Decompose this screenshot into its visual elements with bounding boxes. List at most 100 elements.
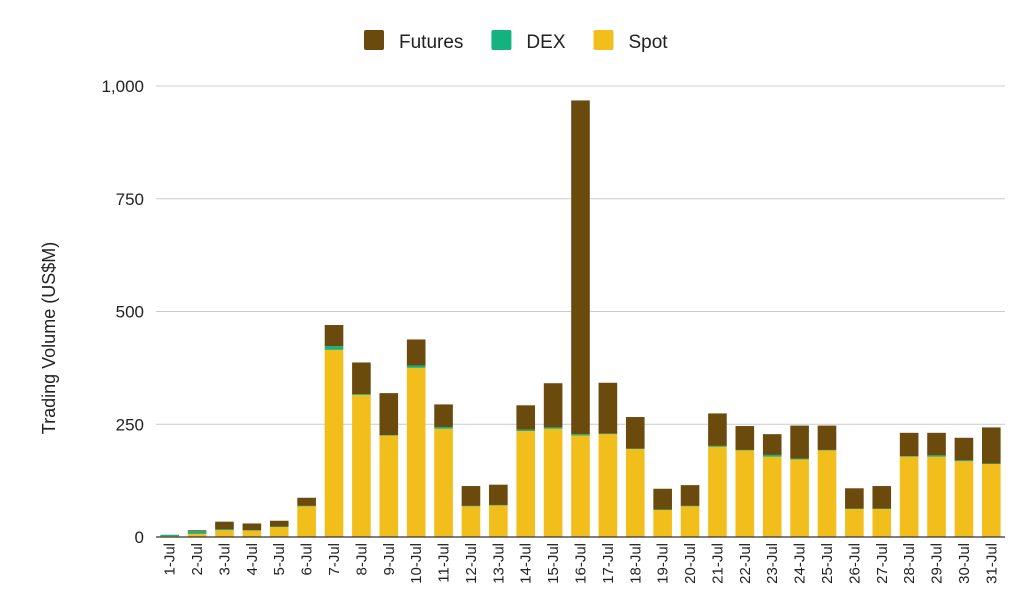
bar-futures-3-jul [215, 521, 234, 530]
bar-spot-6-jul [297, 506, 316, 537]
bar-futures-31-jul [981, 427, 1001, 464]
bar-futures-26-jul [845, 488, 864, 509]
bar-futures-30-jul [954, 437, 974, 461]
bar-futures-15-jul [543, 383, 563, 428]
x-tick-label: 28-Jul [901, 543, 918, 584]
legend-label-dex: DEX [526, 32, 565, 53]
x-tick-label: 19-Jul [655, 543, 672, 584]
bar-dex-16-jul [571, 434, 590, 436]
y-tick-label: 1,000 [101, 77, 144, 96]
x-tick-label: 11-Jul [436, 543, 453, 583]
bar-spot-18-jul [625, 449, 645, 537]
x-tick-label: 22-Jul [737, 543, 754, 584]
bar-dex-3-jul [215, 529, 234, 531]
bar-futures-29-jul [927, 432, 946, 456]
bar-futures-12-jul [461, 486, 481, 506]
bar-spot-14-jul [516, 431, 536, 537]
bar-spot-26-jul [845, 509, 864, 537]
bar-spot-16-jul [571, 435, 590, 537]
bar-futures-5-jul [269, 520, 289, 527]
bar-spot-28-jul [899, 456, 919, 537]
bar-dex-21-jul [708, 445, 727, 447]
y-axis-title: Trading Volume (US$M) [39, 242, 59, 434]
bar-dex-29-jul [927, 455, 946, 457]
bar-spot-3-jul [215, 530, 234, 537]
bar-dex-23-jul [762, 454, 782, 457]
bars [160, 100, 1001, 538]
bar-spot-7-jul [324, 349, 344, 537]
bar-spot-23-jul [762, 456, 782, 537]
legend-swatch-spot [593, 30, 614, 50]
bar-dex-30-jul [954, 460, 974, 462]
bar-spot-2-jul [187, 533, 207, 537]
bar-spot-29-jul [927, 456, 946, 537]
bar-futures-22-jul [735, 426, 755, 450]
bar-futures-8-jul [352, 362, 371, 395]
bar-spot-5-jul [269, 527, 289, 537]
bar-futures-27-jul [872, 486, 892, 509]
x-tick-label: 29-Jul [929, 543, 946, 584]
x-tick-label: 8-Jul [353, 543, 370, 576]
bar-spot-9-jul [379, 435, 399, 537]
x-tick-label: 27-Jul [874, 543, 891, 584]
bar-spot-31-jul [981, 463, 1001, 537]
y-tick-label: 750 [116, 190, 144, 209]
bar-dex-8-jul [352, 394, 371, 395]
x-tick-label: 7-Jul [326, 543, 343, 576]
legend-label-spot: Spot [629, 32, 669, 53]
x-tick-label: 23-Jul [764, 543, 781, 584]
bar-futures-23-jul [762, 434, 782, 455]
bar-futures-11-jul [434, 404, 453, 427]
bar-spot-13-jul [489, 505, 508, 537]
bar-spot-10-jul [406, 367, 426, 538]
y-axis-ticks: 0 250 500 750 1,000 [101, 77, 144, 547]
bar-futures-19-jul [653, 488, 672, 510]
legend-label-futures: Futures [399, 32, 463, 53]
x-tick-label: 10-Jul [408, 543, 425, 584]
bar-futures-18-jul [625, 417, 645, 449]
bar-futures-6-jul [297, 497, 316, 506]
y-tick-label: 250 [116, 415, 144, 434]
x-tick-label: 12-Jul [463, 543, 480, 584]
bar-futures-16-jul [571, 100, 590, 435]
x-tick-label: 5-Jul [271, 543, 288, 576]
legend-swatch-dex [491, 30, 512, 50]
bar-spot-4-jul [242, 530, 262, 537]
bar-futures-7-jul [324, 325, 344, 347]
x-tick-label: 3-Jul [216, 543, 233, 576]
bar-futures-25-jul [817, 425, 837, 450]
x-tick-label: 17-Jul [600, 543, 617, 584]
bar-futures-14-jul [516, 405, 536, 430]
bar-spot-11-jul [434, 428, 453, 537]
x-tick-label: 24-Jul [792, 543, 809, 584]
x-tick-label: 2-Jul [189, 543, 206, 576]
bar-dex-1-jul [160, 534, 179, 537]
bar-spot-27-jul [872, 509, 892, 537]
bar-spot-30-jul [954, 461, 974, 537]
x-tick-label: 4-Jul [244, 543, 261, 576]
bar-futures-20-jul [680, 485, 700, 506]
bar-spot-20-jul [680, 506, 700, 537]
x-tick-label: 18-Jul [627, 543, 644, 584]
bar-dex-7-jul [324, 346, 344, 350]
bar-spot-21-jul [708, 446, 727, 537]
bar-spot-25-jul [817, 450, 837, 537]
bar-futures-9-jul [379, 393, 399, 436]
x-tick-label: 15-Jul [545, 543, 562, 584]
bar-futures-4-jul [242, 523, 262, 531]
bar-futures-24-jul [790, 425, 809, 459]
bar-dex-11-jul [434, 426, 453, 429]
x-tick-label: 26-Jul [846, 543, 863, 584]
bar-dex-2-jul [187, 531, 207, 534]
bar-spot-15-jul [543, 428, 563, 537]
y-tick-label: 500 [116, 303, 144, 322]
x-tick-label: 14-Jul [518, 543, 535, 584]
bar-spot-12-jul [461, 506, 481, 537]
x-tick-label: 30-Jul [956, 543, 973, 584]
x-tick-label: 16-Jul [573, 543, 590, 584]
bar-futures-13-jul [489, 484, 508, 505]
y-tick-label: 0 [135, 528, 144, 547]
bar-spot-8-jul [352, 394, 371, 537]
legend: Futures DEX Spot [364, 30, 668, 53]
